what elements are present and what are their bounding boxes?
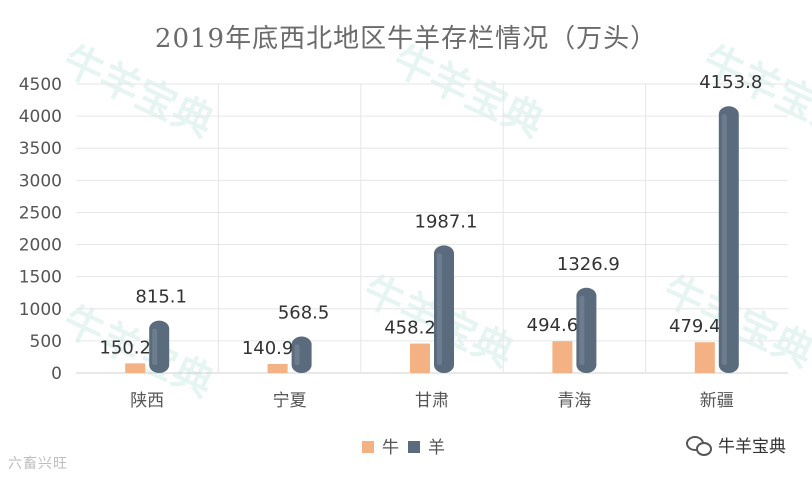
legend-swatch <box>362 441 374 453</box>
data-label: 4153.8 <box>699 72 762 93</box>
grid-lines <box>76 83 788 374</box>
data-label: 140.9 <box>242 338 294 359</box>
x-tick-label: 新疆 <box>700 391 734 411</box>
footer-account: 牛羊宝典 <box>686 432 786 457</box>
x-tick-label: 陕西 <box>130 391 164 411</box>
wechat-icon <box>686 435 712 456</box>
legend-swatch <box>408 441 420 453</box>
y-tick-label: 1000 <box>19 300 62 320</box>
bar-cattle <box>694 342 715 373</box>
chart-title: 2019年底西北地区牛羊存栏情况（万头） <box>155 24 657 54</box>
bar-sheep <box>434 245 454 373</box>
bar-sheep <box>576 287 597 373</box>
y-tick-label: 4500 <box>19 75 62 95</box>
x-axis: 陕西 宁夏 甘肃 青海 新疆 <box>130 391 734 411</box>
y-tick-label: 2500 <box>19 203 62 223</box>
bar-cattle <box>125 363 146 373</box>
data-label: 479.4 <box>669 316 721 337</box>
bar-cattle <box>552 341 573 373</box>
data-label: 150.2 <box>99 337 151 358</box>
y-tick-label: 500 <box>30 332 62 352</box>
bar-cattle <box>410 343 430 373</box>
y-tick-label: 2000 <box>19 236 62 256</box>
legend: 牛羊 <box>362 438 445 458</box>
bar-sheep <box>291 336 312 373</box>
data-label: 458.2 <box>384 318 436 339</box>
bar-sheep <box>718 106 739 373</box>
data-label: 815.1 <box>135 287 187 308</box>
footer-right-text: 牛羊宝典 <box>718 437 786 457</box>
data-label: 494.6 <box>527 315 579 336</box>
data-label: 1987.1 <box>415 211 478 232</box>
y-tick-label: 4000 <box>19 107 62 127</box>
y-axis: 0 500 1000 1500 2000 2500 3000 3500 4000 4500 <box>19 75 62 384</box>
x-tick-label: 甘肃 <box>415 391 449 411</box>
y-tick-label: 0 <box>51 364 62 384</box>
footer-left-text: 六畜兴旺 <box>8 456 68 472</box>
legend-label: 牛 <box>382 438 399 458</box>
x-tick-label: 青海 <box>557 391 591 411</box>
y-tick-label: 1500 <box>19 268 62 288</box>
y-tick-label: 3500 <box>19 139 62 159</box>
legend-label: 羊 <box>428 438 445 458</box>
footer-source-label: 六畜兴旺 <box>8 453 68 473</box>
bar-cattle <box>267 363 288 373</box>
data-label: 1326.9 <box>557 254 620 275</box>
x-tick-label: 宁夏 <box>273 391 307 411</box>
data-label: 568.5 <box>278 302 330 323</box>
bars: 150.2 815.1 140.9 568.5 458.2 1987.1 494.6 1326… <box>99 72 762 373</box>
y-tick-label: 3000 <box>19 171 62 191</box>
bar-sheep <box>149 320 170 373</box>
